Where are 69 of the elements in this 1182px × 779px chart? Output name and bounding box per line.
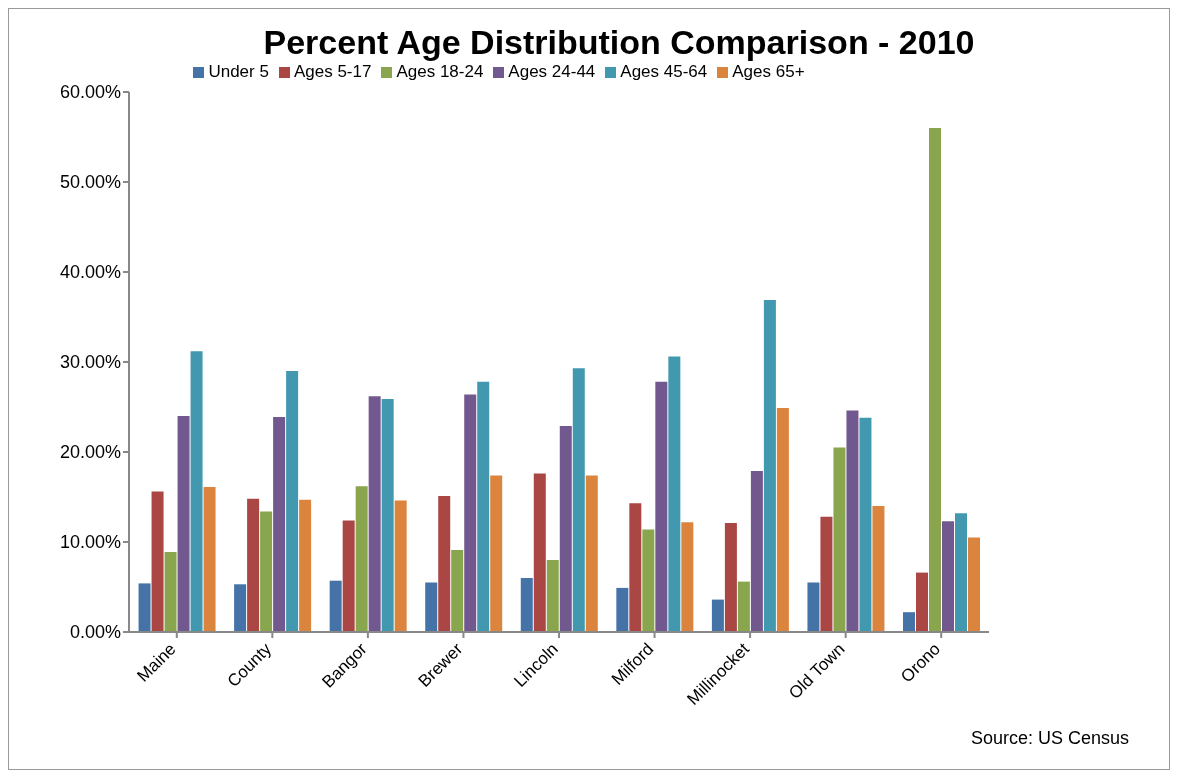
bar	[820, 516, 833, 632]
bar	[273, 416, 286, 632]
bar	[763, 299, 776, 632]
bar	[916, 572, 928, 632]
bar	[942, 521, 954, 632]
bar	[681, 522, 694, 632]
bar	[533, 473, 546, 632]
chart-title: Percent Age Distribution Comparison - 2010	[262, 23, 976, 62]
bar	[929, 128, 941, 632]
bar	[490, 475, 503, 632]
bar	[190, 351, 203, 632]
bar	[955, 513, 967, 632]
y-tick-label: 10.00%	[59, 532, 121, 553]
bar	[737, 581, 750, 632]
bar	[477, 381, 490, 632]
bar	[872, 506, 885, 632]
bar	[381, 398, 394, 632]
legend-label: Ages 18-24	[396, 62, 484, 81]
bar	[629, 503, 642, 632]
legend-label: Ages 24-44	[508, 62, 596, 81]
bar	[342, 520, 355, 632]
bar	[903, 612, 915, 632]
bar	[464, 394, 477, 632]
bar	[425, 582, 438, 632]
bar	[203, 487, 216, 632]
bar	[776, 407, 789, 632]
bar	[260, 511, 273, 632]
bar	[368, 396, 381, 632]
bar	[151, 491, 164, 632]
bar	[559, 425, 572, 632]
y-tick-label: 20.00%	[59, 442, 121, 463]
bar	[750, 470, 763, 632]
bar	[655, 381, 668, 632]
y-tick-label: 50.00%	[59, 172, 121, 193]
y-tick-label: 0.00%	[69, 622, 121, 643]
bar	[164, 551, 177, 632]
bar	[616, 587, 629, 632]
bar	[711, 599, 724, 632]
legend-label: Under 5	[208, 62, 269, 81]
bar	[572, 368, 585, 632]
legend-label: Ages 45-64	[620, 62, 708, 81]
y-tick-label: 60.00%	[59, 82, 121, 103]
bar	[286, 371, 299, 632]
legend-label: Ages 65+	[732, 62, 805, 81]
bar	[846, 410, 859, 632]
bar	[833, 447, 846, 632]
source-note: Source: US Census	[970, 728, 1129, 749]
bar	[520, 578, 533, 632]
bar	[247, 498, 260, 632]
bar	[394, 500, 407, 632]
bar	[329, 580, 342, 632]
bar	[642, 529, 655, 632]
bar	[177, 416, 190, 632]
bar	[138, 583, 151, 632]
bar	[585, 475, 598, 632]
legend-label: Ages 5-17	[293, 62, 372, 81]
bar	[546, 560, 559, 632]
y-tick-label: 40.00%	[59, 262, 121, 283]
bar	[968, 537, 980, 632]
bar	[668, 356, 681, 632]
bar	[724, 523, 737, 632]
y-tick-label: 30.00%	[59, 352, 121, 373]
bar	[451, 550, 464, 632]
bar	[438, 496, 451, 632]
bar	[355, 486, 368, 632]
bar	[299, 499, 312, 632]
bar	[807, 582, 820, 632]
bar	[859, 417, 872, 632]
bar	[234, 584, 247, 632]
